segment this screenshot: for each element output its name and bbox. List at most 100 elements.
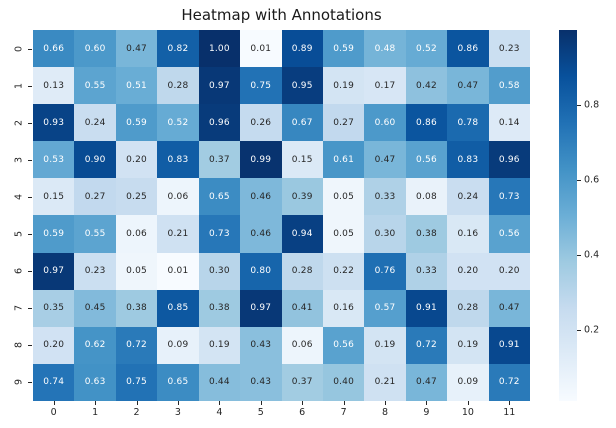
heatmap-cell: 0.30 [198, 252, 241, 290]
heatmap-cell: 0.35 [33, 289, 75, 327]
x-tick-label: 7 [340, 407, 347, 418]
heatmap-cell: 0.27 [322, 104, 365, 142]
heatmap-cell: 0.16 [447, 215, 489, 253]
heatmap-cell: 0.13 [33, 67, 75, 105]
y-tick-label: 3 [13, 156, 25, 163]
heatmap-cell: 0.09 [157, 326, 199, 364]
x-tick-mark [95, 401, 97, 405]
colorbar-tick-mark [577, 179, 581, 181]
heatmap-cell: 0.56 [322, 326, 365, 364]
heatmap-cell: 0.21 [157, 215, 199, 253]
heatmap-cell: 0.56 [405, 141, 448, 179]
y-tick-label: 6 [13, 268, 25, 275]
heatmap-cell: 0.08 [405, 178, 448, 216]
heatmap-cell: 0.65 [198, 178, 241, 216]
x-tick-mark [177, 401, 179, 405]
heatmap-cell: 0.24 [447, 178, 489, 216]
heatmap-cell: 0.60 [74, 30, 116, 68]
heatmap-cell: 0.60 [364, 104, 406, 142]
heatmap-cell: 0.75 [115, 363, 158, 401]
heatmap-cell: 0.57 [364, 289, 406, 327]
heatmap-cell: 0.72 [405, 326, 448, 364]
heatmap-cell: 0.46 [240, 215, 282, 253]
y-tick-label: 5 [13, 231, 25, 238]
heatmap-cell: 0.42 [405, 67, 448, 105]
heatmap-cell: 0.91 [405, 289, 448, 327]
heatmap-cell: 0.14 [488, 104, 530, 142]
x-tick-mark [509, 401, 511, 405]
heatmap-cell: 0.44 [198, 363, 241, 401]
heatmap-cell: 0.09 [447, 363, 489, 401]
heatmap-cell: 0.91 [488, 326, 530, 364]
heatmap-cell: 0.05 [322, 215, 365, 253]
y-tick-mark [28, 308, 32, 310]
y-tick-label: 9 [13, 379, 25, 386]
heatmap-cell: 0.66 [33, 30, 75, 68]
heatmap-cell: 0.58 [488, 67, 530, 105]
heatmap-cell: 0.16 [322, 289, 365, 327]
heatmap-cell: 0.05 [115, 252, 158, 290]
heatmap-cell: 0.20 [33, 326, 75, 364]
heatmap-cell: 0.38 [198, 289, 241, 327]
heatmap-cell: 0.40 [322, 363, 365, 401]
heatmap-cell: 0.33 [405, 252, 448, 290]
heatmap-cell: 0.76 [364, 252, 406, 290]
heatmap-cell: 0.67 [281, 104, 323, 142]
heatmap-cell: 0.06 [157, 178, 199, 216]
heatmap-cell: 0.27 [74, 178, 116, 216]
y-tick-mark [28, 196, 32, 198]
heatmap-cell: 0.73 [198, 215, 241, 253]
heatmap-cell: 0.20 [447, 252, 489, 290]
heatmap-cell: 0.28 [157, 67, 199, 105]
heatmap-cell: 0.63 [74, 363, 116, 401]
heatmap-cell: 0.52 [157, 104, 199, 142]
heatmap-cell: 0.47 [115, 30, 158, 68]
y-tick-mark [28, 85, 32, 87]
heatmap-cell: 0.15 [33, 178, 75, 216]
heatmap-cell: 0.01 [240, 30, 282, 68]
heatmap-cell: 0.94 [281, 215, 323, 253]
heatmap-cell: 0.93 [33, 104, 75, 142]
heatmap-cell: 0.39 [281, 178, 323, 216]
heatmap-cell: 0.96 [198, 104, 241, 142]
y-tick-label: 4 [13, 193, 25, 200]
heatmap-cell: 0.38 [405, 215, 448, 253]
y-tick-mark [28, 382, 32, 384]
heatmap-cell: 0.26 [240, 104, 282, 142]
heatmap-cell: 0.80 [240, 252, 282, 290]
heatmap-cell: 0.96 [488, 141, 530, 179]
heatmap-cell: 0.99 [240, 141, 282, 179]
heatmap-cell: 0.90 [74, 141, 116, 179]
y-tick-mark [28, 234, 32, 236]
x-tick-label: 4 [216, 407, 223, 418]
x-tick-label: 2 [133, 407, 140, 418]
heatmap-cell: 0.85 [157, 289, 199, 327]
x-tick-label: 0 [50, 407, 57, 418]
y-tick-mark [28, 345, 32, 347]
heatmap-cell: 0.45 [74, 289, 116, 327]
colorbar-tick-label: 0.2 [584, 324, 600, 336]
heatmap-cell: 0.19 [447, 326, 489, 364]
x-tick-mark [343, 401, 345, 405]
x-tick-mark [426, 401, 428, 405]
heatmap-cell: 0.61 [322, 141, 365, 179]
heatmap-cell: 0.06 [281, 326, 323, 364]
heatmap-cell: 0.15 [281, 141, 323, 179]
heatmap-cell: 0.72 [115, 326, 158, 364]
heatmap-cell: 0.17 [364, 67, 406, 105]
y-tick-label: 7 [13, 305, 25, 312]
colorbar-tick-mark [577, 254, 581, 256]
x-tick-label: 5 [257, 407, 264, 418]
heatmap-cell: 0.19 [364, 326, 406, 364]
x-tick-label: 3 [174, 407, 181, 418]
y-tick-label: 1 [13, 82, 25, 89]
x-tick-label: 11 [503, 407, 516, 418]
heatmap-cell: 0.46 [240, 178, 282, 216]
heatmap-cell: 0.33 [364, 178, 406, 216]
heatmap-cell: 0.53 [33, 141, 75, 179]
x-tick-label: 1 [92, 407, 99, 418]
heatmap-cell: 0.48 [364, 30, 406, 68]
heatmap-cell: 0.06 [115, 215, 158, 253]
heatmap-cell: 0.37 [281, 363, 323, 401]
heatmap-cell: 0.75 [240, 67, 282, 105]
